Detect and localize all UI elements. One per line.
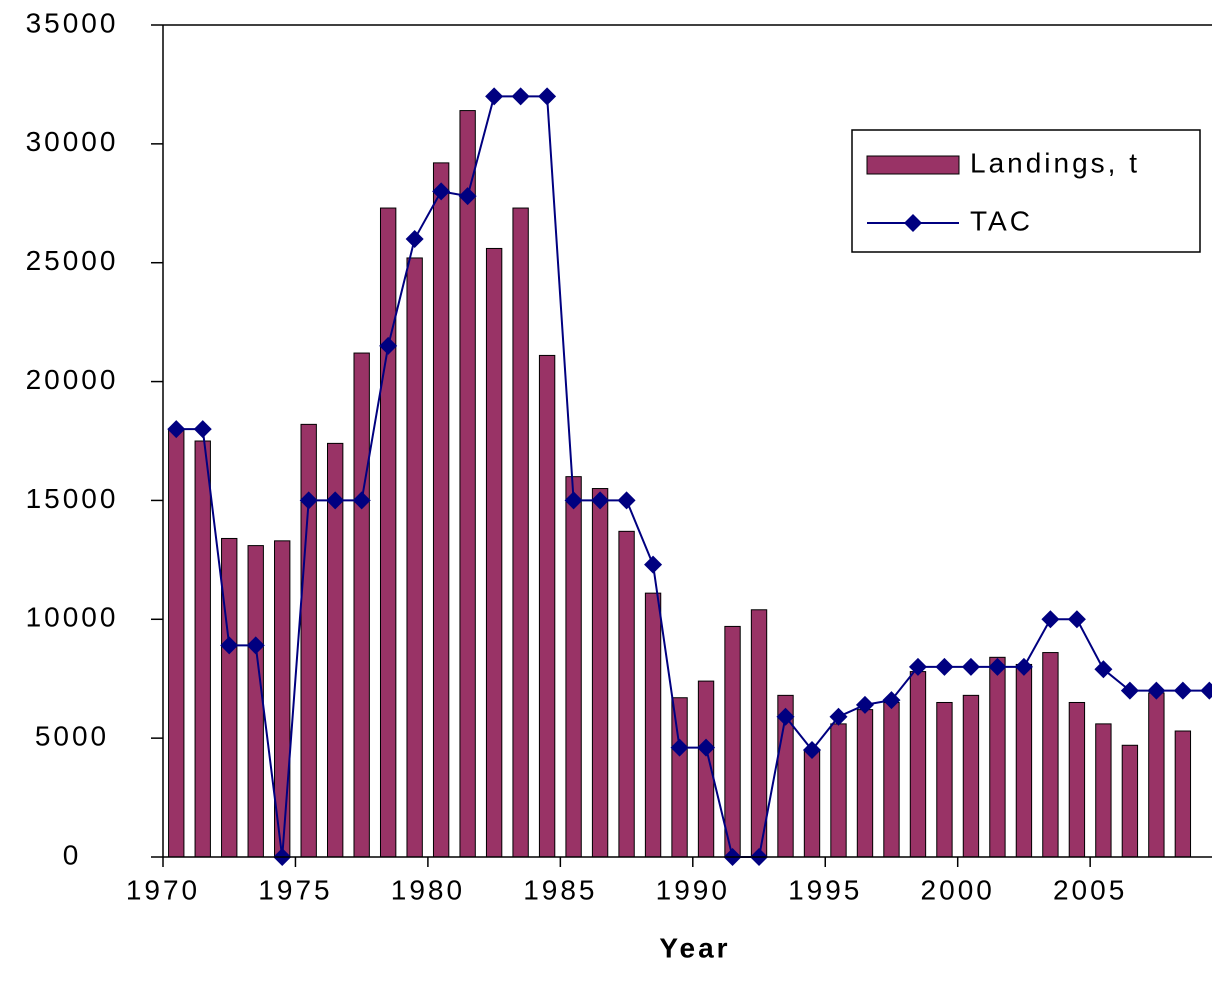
bar: [750, 609, 768, 858]
marker: [220, 636, 239, 655]
x-tick-label: 1980: [391, 874, 465, 905]
marker: [564, 491, 583, 510]
marker: [405, 229, 424, 248]
legend-box: [851, 129, 1201, 253]
x-tick-label: 1995: [788, 874, 862, 905]
marker: [1067, 610, 1086, 629]
bar: [485, 247, 503, 858]
marker: [855, 695, 874, 714]
bar: [565, 476, 582, 858]
marker: [193, 420, 212, 439]
bar: [724, 625, 741, 858]
bar: [909, 671, 927, 858]
y-tick-label: 25000: [26, 245, 119, 276]
marker: [829, 707, 848, 726]
bar: [538, 354, 556, 858]
marker: [670, 738, 689, 757]
bar: [936, 701, 953, 858]
bar: [989, 656, 1006, 858]
bar: [1015, 663, 1033, 858]
marker: [1173, 681, 1192, 700]
marker: [379, 336, 398, 355]
bar: [1042, 652, 1059, 858]
x-tick-label: 2005: [1053, 874, 1127, 905]
bar: [432, 162, 450, 858]
bar: [962, 694, 980, 858]
marker: [961, 657, 980, 676]
bar: [168, 428, 185, 858]
marker: [617, 491, 636, 510]
bar: [221, 537, 238, 858]
y-tick-label: 35000: [26, 7, 119, 38]
bar: [1068, 701, 1086, 858]
bar: [591, 488, 609, 858]
marker: [591, 491, 610, 510]
marker: [935, 657, 954, 676]
marker: [167, 420, 186, 439]
bar: [644, 592, 662, 858]
bar: [856, 709, 874, 858]
bar: [406, 257, 423, 858]
legend-label: TAC: [970, 205, 1033, 236]
x-tick-label: 1985: [523, 874, 597, 905]
marker: [697, 738, 716, 757]
x-tick-label: 1975: [258, 874, 332, 905]
legend-marker: [904, 214, 922, 232]
bar: [618, 530, 635, 858]
bar: [247, 545, 264, 858]
y-tick-label: 5000: [35, 721, 109, 752]
bar: [830, 723, 847, 858]
marker: [1014, 657, 1033, 676]
bar: [353, 352, 370, 858]
marker: [485, 87, 504, 106]
y-tick-label: 0: [63, 839, 82, 870]
y-tick-label: 30000: [26, 126, 119, 157]
marker: [776, 707, 795, 726]
bar: [459, 110, 476, 858]
marker: [299, 491, 318, 510]
x-tick-label: 2000: [921, 874, 995, 905]
marker: [432, 182, 451, 201]
legend-swatch: [866, 155, 960, 175]
marker: [1094, 660, 1113, 679]
x-tick-label: 1970: [126, 874, 200, 905]
bar: [300, 423, 317, 858]
bar: [1121, 744, 1139, 858]
x-tick-label: 1990: [656, 874, 730, 905]
bar: [194, 440, 211, 858]
y-tick-label: 10000: [26, 602, 119, 633]
bar: [671, 697, 688, 858]
bar: [883, 701, 900, 858]
marker: [1120, 681, 1139, 700]
marker: [458, 187, 477, 206]
line: [176, 95, 1210, 858]
marker: [1041, 610, 1060, 629]
bar: [1148, 692, 1165, 858]
marker: [538, 87, 557, 106]
marker: [511, 87, 530, 106]
marker: [246, 636, 265, 655]
marker: [988, 657, 1007, 676]
marker: [1147, 681, 1166, 700]
x-axis-label: Year: [659, 932, 730, 963]
bar: [803, 749, 821, 858]
marker: [803, 741, 822, 760]
marker: [352, 491, 371, 510]
marker: [882, 691, 901, 710]
bar: [1095, 723, 1112, 858]
legend-label: Landings, t: [970, 147, 1140, 178]
marker: [908, 657, 927, 676]
marker: [644, 555, 663, 574]
y-tick-label: 20000: [26, 364, 119, 395]
y-tick-label: 15000: [26, 483, 119, 514]
bar: [1174, 730, 1192, 858]
bar: [379, 207, 397, 858]
bar: [512, 207, 529, 858]
marker: [326, 491, 345, 510]
marker: [1200, 681, 1212, 700]
